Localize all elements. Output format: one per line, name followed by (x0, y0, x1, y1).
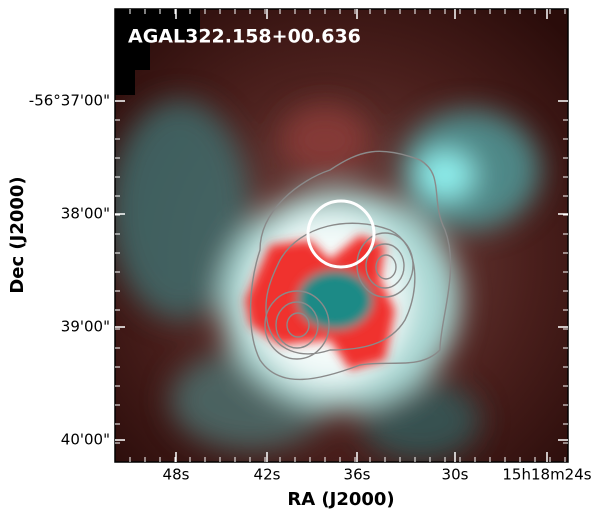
y-tick-label: 38'00" (61, 205, 110, 223)
x-tick-label: 15h18m24s (502, 466, 591, 484)
x-tick-label: 30s (442, 466, 469, 484)
image-label: AGAL322.158+00.636 (128, 26, 361, 48)
y-axis-label: Dec (J2000) (7, 176, 28, 293)
x-tick-label: 42s (254, 466, 281, 484)
x-axis-label: RA (J2000) (287, 489, 394, 510)
aperture-circle (306, 199, 376, 269)
ticks: 48s 42s 36s 30s 15h18m24s -56°37'00" 38'00" 39'… (29, 9, 592, 484)
x-tick-label: 36s (344, 466, 371, 484)
composite-image (115, 9, 568, 462)
x-tick-label: 48s (163, 466, 190, 484)
contours (249, 150, 452, 381)
y-tick-label: -56°37'00" (29, 92, 110, 110)
frame (114, 8, 569, 463)
y-tick-label: 40'00" (61, 431, 110, 449)
y-tick-label: 39'00" (61, 318, 110, 336)
